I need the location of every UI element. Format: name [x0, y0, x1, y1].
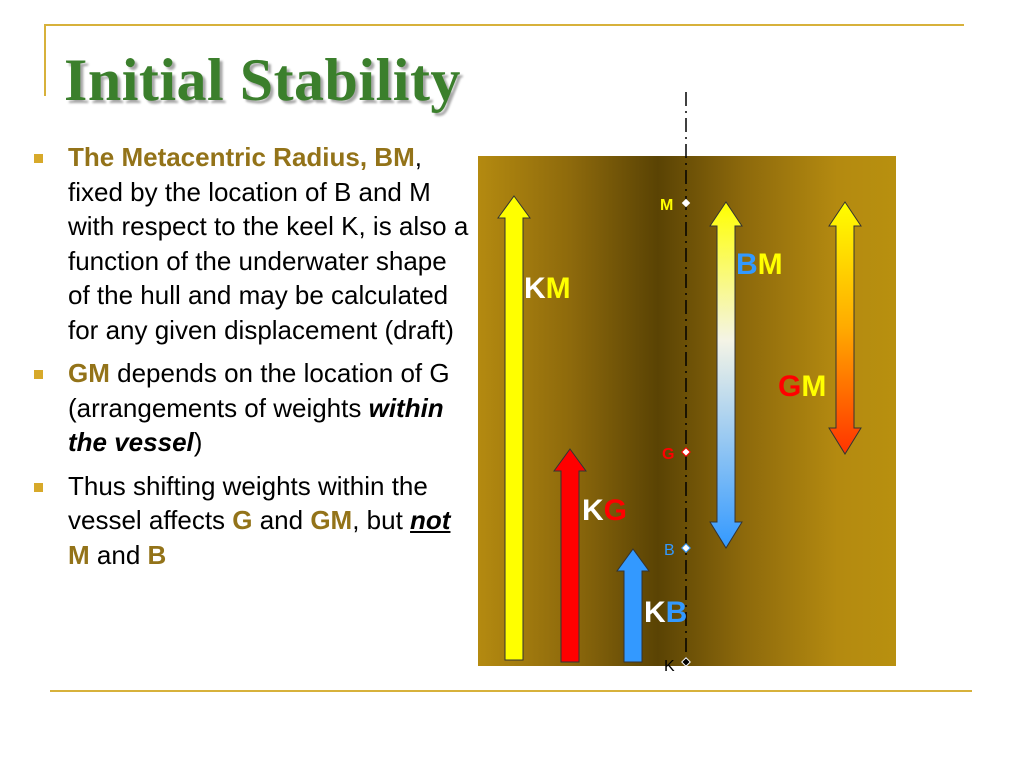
bullet-item-gm: GM depends on the location of G (arrange… — [32, 356, 472, 460]
bullet-item-shifting-weights: Thus shifting weights within the vessel … — [32, 469, 472, 573]
g-point-label: G — [662, 446, 674, 463]
bullet-list: The Metacentric Radius, BM, fixed by the… — [32, 140, 472, 581]
kb-arrow — [616, 548, 650, 663]
b-point-marker — [681, 543, 691, 553]
bullet-italic-text: within the vessel — [68, 392, 444, 458]
bm-label-m: M — [758, 248, 783, 281]
gm-label-m: M — [801, 370, 826, 403]
bullet-item-metacentric-radius: The Metacentric Radius, BM, fixed by the… — [32, 140, 472, 347]
slide-title: Initial Stability — [64, 47, 461, 113]
g-point-marker — [681, 447, 691, 457]
bullet-highlight-m: M — [68, 539, 90, 570]
bm-label: BM — [736, 248, 783, 281]
bullet-highlight-bm: The Metacentric Radius, BM — [68, 142, 415, 172]
bullet-text: depends on the location of G (arrangemen… — [68, 358, 450, 423]
bullet-highlight-gm: GM — [68, 358, 110, 388]
bullet-text: , fixed by the location of B and M with … — [68, 142, 469, 345]
bullet-emphasis-not: not — [410, 505, 451, 535]
km-arrow — [497, 195, 531, 661]
m-point-label: M — [660, 197, 673, 214]
bullet-text: and — [252, 505, 311, 535]
kg-label-k: K — [582, 494, 604, 527]
k-point-marker — [681, 657, 691, 667]
bullet-highlight-b: B — [147, 539, 167, 570]
km-label: KM — [524, 272, 571, 305]
stability-diagram: M G B K KM BM GM KG KB — [478, 92, 896, 675]
km-label-k: K — [524, 272, 546, 305]
gm-label: GM — [778, 370, 826, 403]
kg-label: KG — [582, 494, 627, 527]
bullet-text: and — [89, 539, 148, 570]
bullet-highlight-gm: GM — [310, 505, 353, 535]
gm-arrow — [828, 201, 862, 455]
kg-arrow — [553, 448, 587, 663]
gm-label-g: G — [778, 370, 801, 403]
bullet-text: ) — [193, 427, 203, 457]
bullet-highlight-g: G — [232, 505, 253, 535]
bullet-text: , but — [352, 505, 411, 535]
b-point-label: B — [664, 542, 675, 559]
hull-section — [478, 156, 896, 666]
bottom-rule — [50, 690, 972, 692]
kg-label-g: G — [604, 494, 627, 527]
km-label-m: M — [546, 272, 571, 305]
bullet-text: Thus shifting weights within the vessel … — [68, 470, 428, 536]
bm-label-b: B — [736, 248, 758, 281]
k-point-label: K — [664, 658, 675, 675]
left-rule — [44, 24, 46, 96]
bm-arrow — [709, 201, 743, 549]
top-rule — [44, 24, 964, 26]
kb-label-b: B — [666, 596, 688, 629]
kb-label: KB — [644, 596, 687, 629]
kb-label-k: K — [644, 596, 666, 629]
